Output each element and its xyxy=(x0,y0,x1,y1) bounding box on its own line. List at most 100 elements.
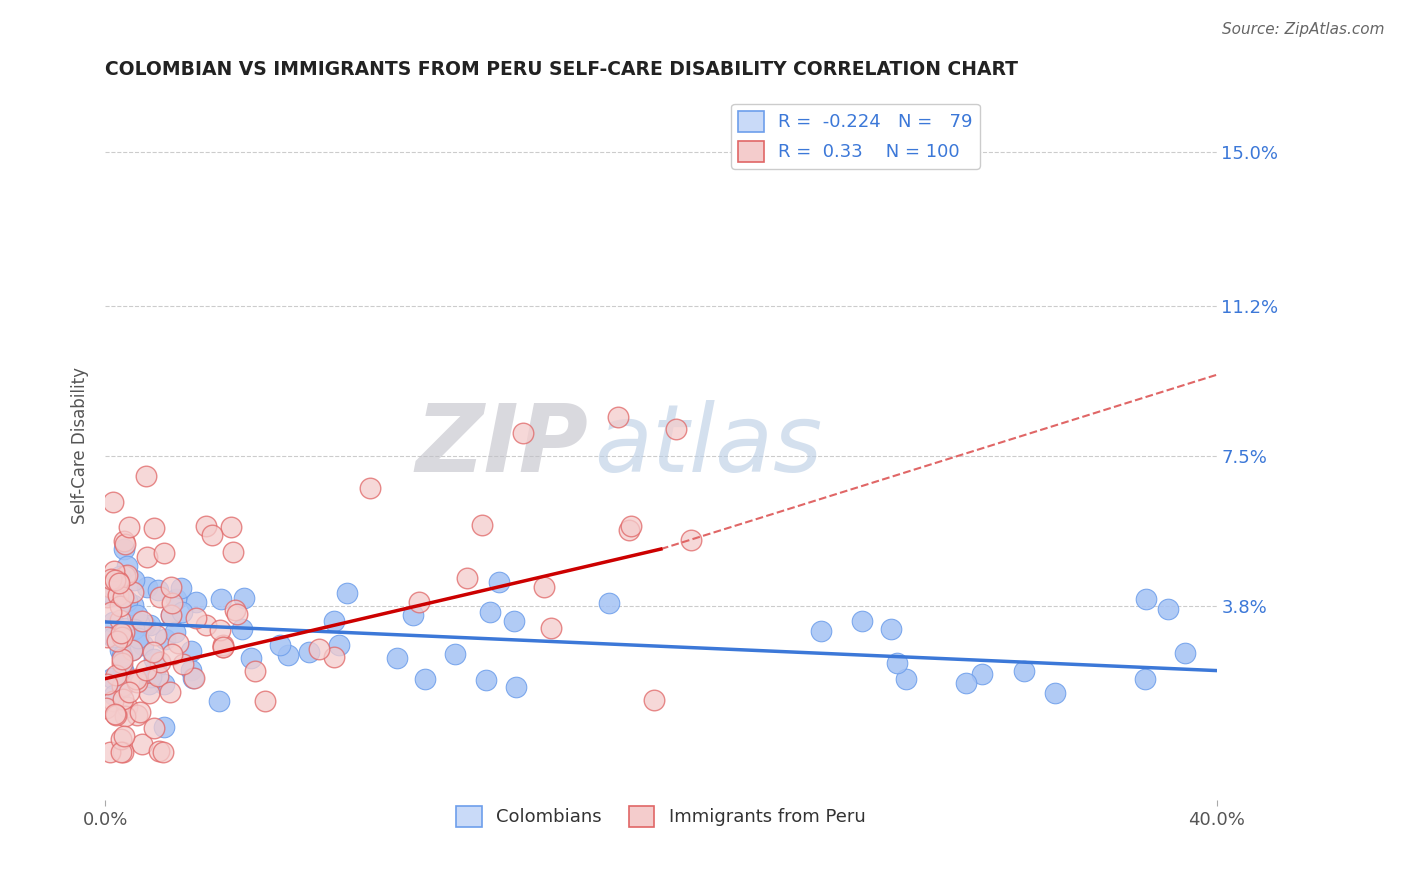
Point xyxy=(456,572,478,586)
Point xyxy=(152,546,174,560)
Point xyxy=(138,677,160,691)
Point xyxy=(101,671,124,685)
Point xyxy=(135,663,157,677)
Point xyxy=(96,590,118,604)
Point xyxy=(254,694,277,708)
Point xyxy=(159,607,181,622)
Point xyxy=(180,644,202,658)
Point xyxy=(145,661,167,675)
Point xyxy=(128,705,150,719)
Point xyxy=(180,663,202,677)
Point xyxy=(115,594,138,608)
Point xyxy=(186,595,208,609)
Point xyxy=(209,592,232,607)
Point xyxy=(269,638,291,652)
Point xyxy=(115,558,138,573)
Point xyxy=(165,624,187,639)
Point xyxy=(323,650,346,665)
Point xyxy=(136,580,159,594)
Point xyxy=(111,681,134,695)
Point xyxy=(100,572,122,586)
Point xyxy=(172,657,194,671)
Point xyxy=(159,685,181,699)
Point xyxy=(153,632,176,646)
Point xyxy=(475,673,498,688)
Point xyxy=(298,645,321,659)
Point xyxy=(148,669,170,683)
Point xyxy=(152,745,174,759)
Point xyxy=(194,518,217,533)
Point xyxy=(131,614,153,628)
Point xyxy=(135,468,157,483)
Point xyxy=(96,677,118,691)
Point xyxy=(125,675,148,690)
Point xyxy=(110,599,132,614)
Point xyxy=(851,614,873,628)
Point xyxy=(111,656,134,670)
Point xyxy=(98,745,121,759)
Point xyxy=(121,643,143,657)
Point xyxy=(105,633,128,648)
Point xyxy=(127,631,149,645)
Point xyxy=(336,586,359,600)
Point xyxy=(972,667,994,681)
Point xyxy=(114,537,136,551)
Point xyxy=(105,708,128,723)
Legend: Colombians, Immigrants from Peru: Colombians, Immigrants from Peru xyxy=(449,798,873,834)
Point xyxy=(201,528,224,542)
Text: atlas: atlas xyxy=(595,401,823,491)
Point xyxy=(212,640,235,655)
Point xyxy=(111,745,134,759)
Point xyxy=(111,665,134,679)
Point xyxy=(110,625,132,640)
Point xyxy=(104,707,127,722)
Point xyxy=(149,655,172,669)
Point xyxy=(955,676,977,690)
Point xyxy=(131,737,153,751)
Text: ZIP: ZIP xyxy=(416,400,589,491)
Point xyxy=(134,617,156,632)
Point xyxy=(143,652,166,666)
Point xyxy=(115,699,138,714)
Point xyxy=(153,677,176,691)
Point xyxy=(122,574,145,588)
Point xyxy=(208,694,231,708)
Point xyxy=(118,520,141,534)
Point xyxy=(112,541,135,556)
Point xyxy=(142,721,165,735)
Point xyxy=(209,623,232,637)
Point xyxy=(224,603,246,617)
Point xyxy=(240,651,263,665)
Point xyxy=(132,638,155,652)
Point xyxy=(665,421,688,435)
Point xyxy=(222,545,245,559)
Point xyxy=(103,689,125,703)
Point xyxy=(502,614,524,628)
Point xyxy=(111,648,134,663)
Point xyxy=(159,580,181,594)
Point xyxy=(121,642,143,657)
Point xyxy=(104,573,127,587)
Point xyxy=(226,607,249,622)
Point xyxy=(277,648,299,662)
Point xyxy=(136,550,159,565)
Point xyxy=(96,631,118,645)
Point xyxy=(243,664,266,678)
Point xyxy=(886,656,908,670)
Point xyxy=(115,568,138,582)
Point xyxy=(103,564,125,578)
Point xyxy=(1135,672,1157,686)
Point xyxy=(111,652,134,666)
Point xyxy=(101,495,124,509)
Point xyxy=(107,574,129,588)
Point xyxy=(212,640,235,655)
Point xyxy=(444,647,467,661)
Point xyxy=(127,607,149,622)
Point xyxy=(112,533,135,548)
Point xyxy=(408,595,430,609)
Point xyxy=(810,624,832,638)
Point xyxy=(114,621,136,635)
Point xyxy=(142,645,165,659)
Point xyxy=(607,409,630,424)
Point xyxy=(139,617,162,632)
